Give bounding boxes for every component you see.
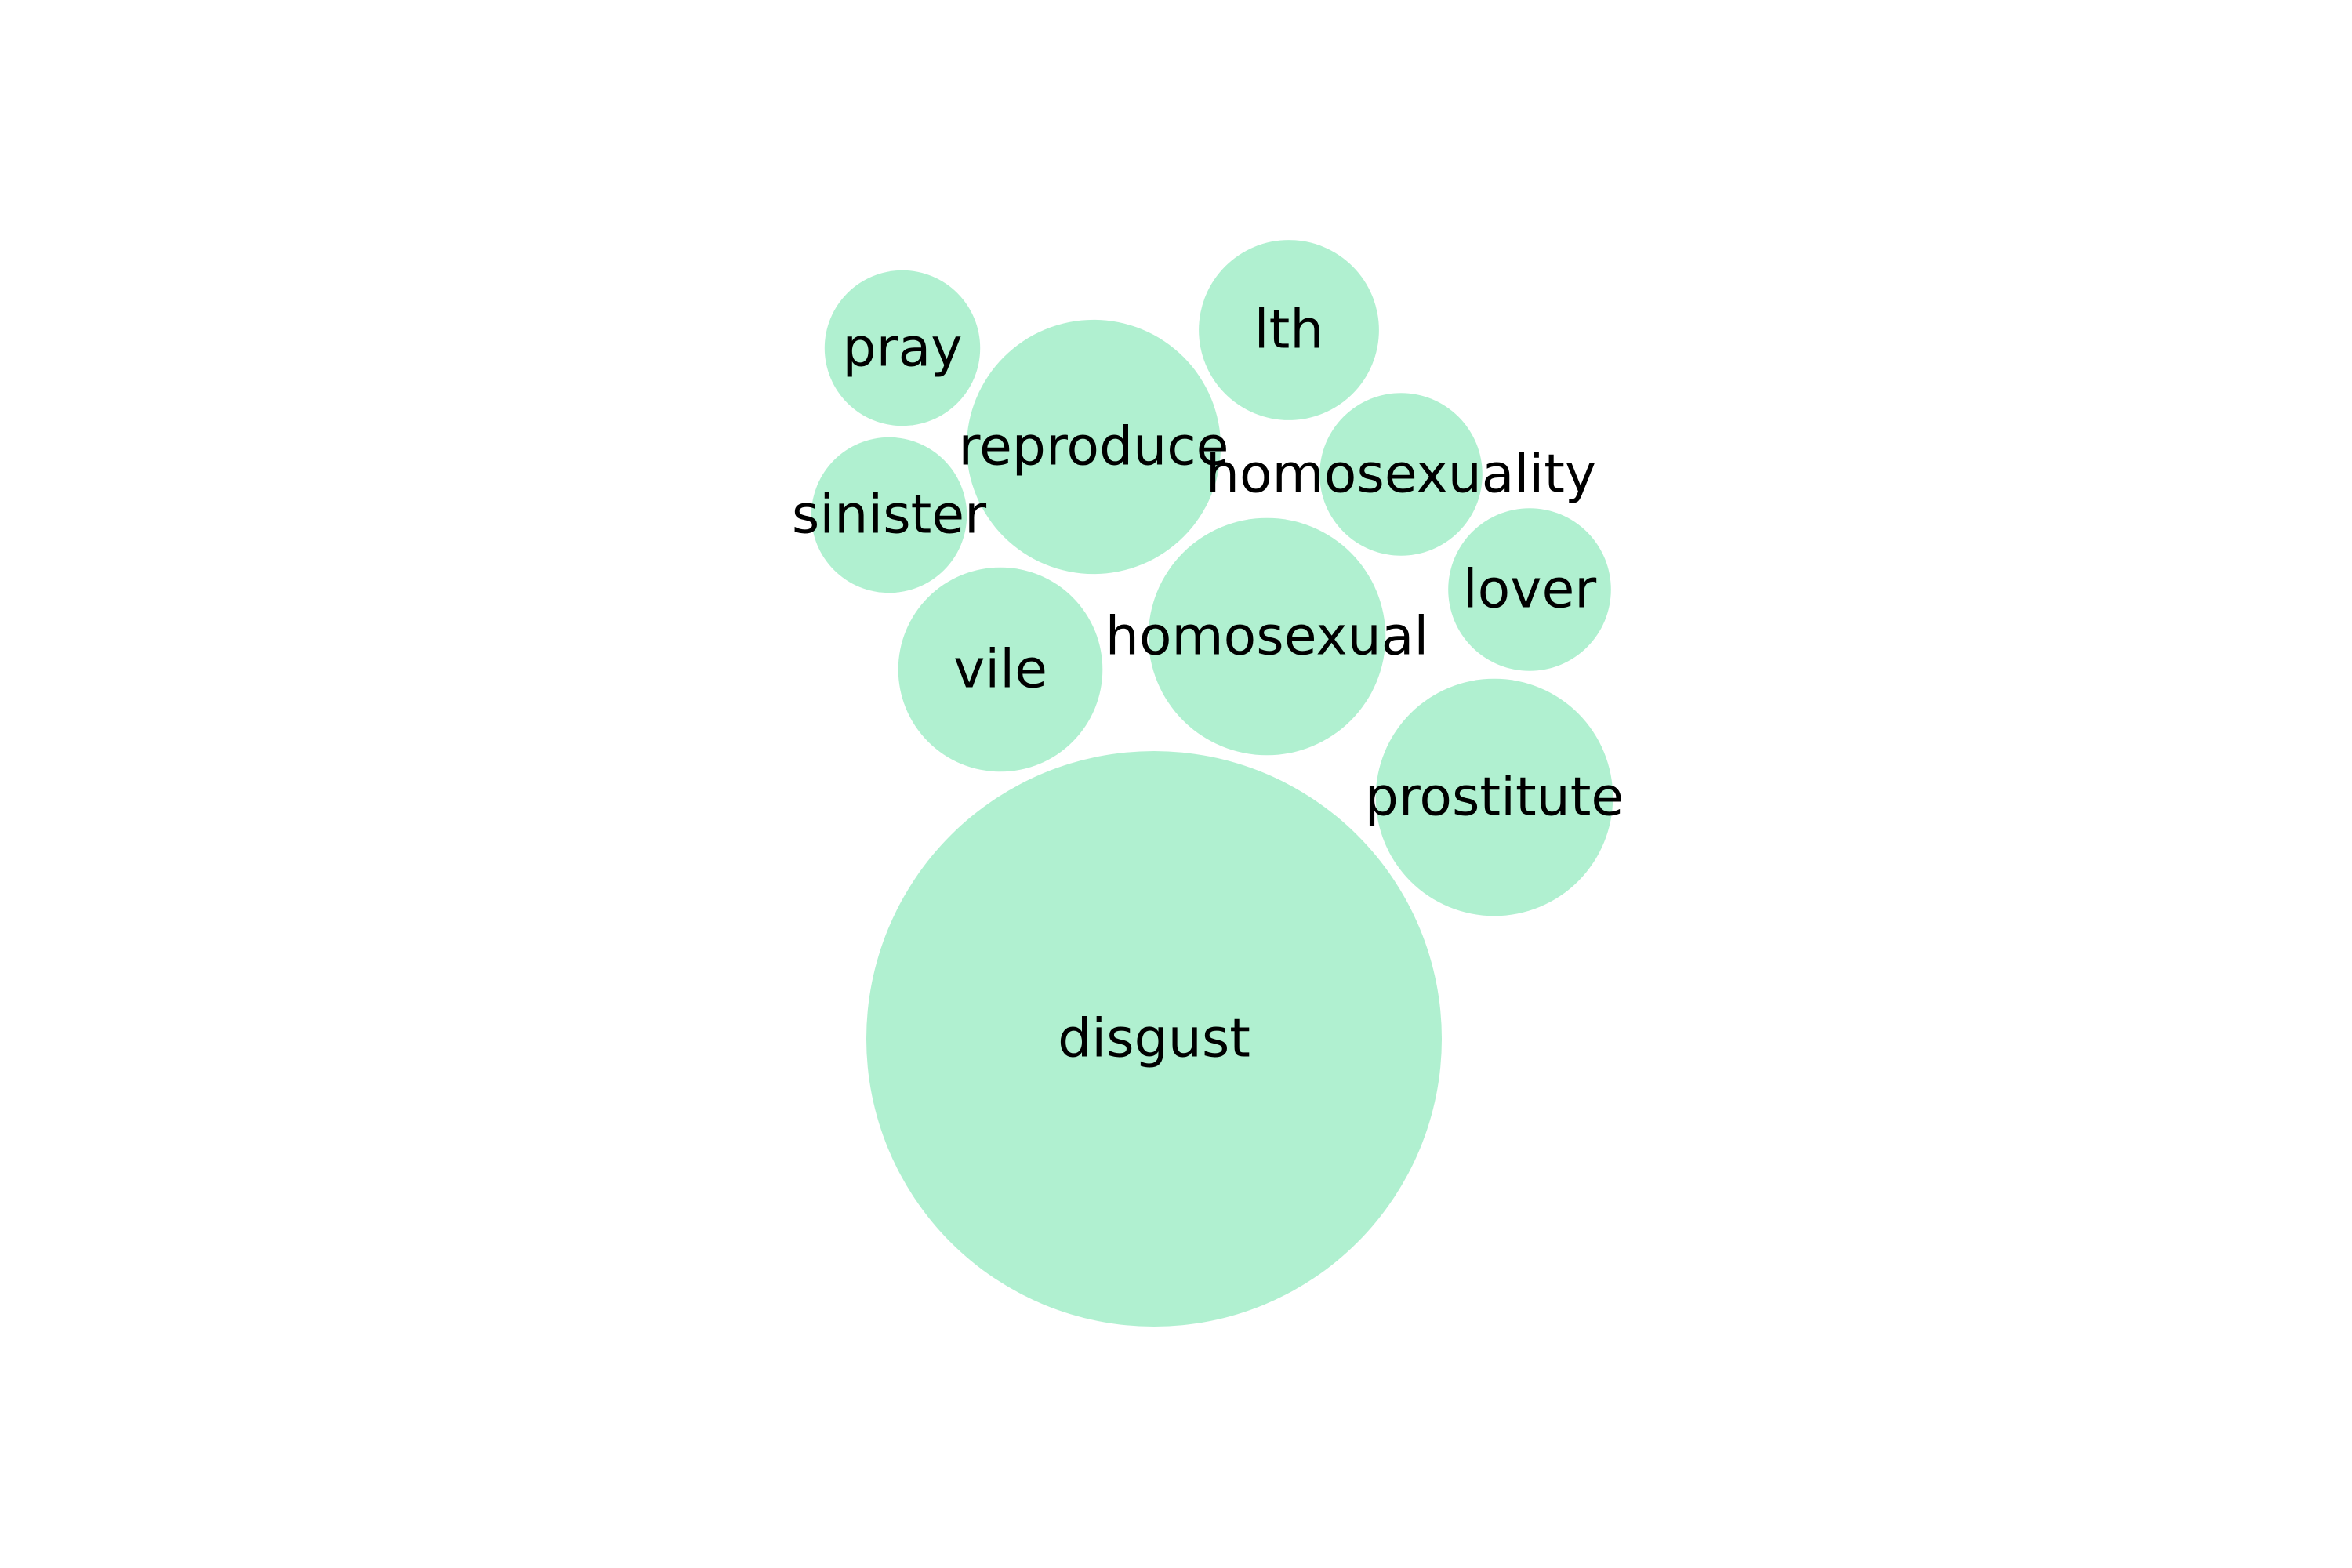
bubble-lth (1199, 240, 1379, 420)
bubble-label-disgust: disgust (1058, 1008, 1250, 1070)
bubble-label-vile: vile (953, 639, 1047, 701)
bubble-reproduce (966, 319, 1221, 575)
label-group: disgust homosexual prostitute reproduce vile… (792, 299, 1624, 1070)
bubble-homosexuality (1319, 393, 1483, 556)
bubble-label-sinister: sinister (792, 485, 986, 546)
bubble-lover (1448, 508, 1611, 671)
bubble-homosexual (1148, 517, 1386, 756)
bubble-pray (824, 270, 981, 426)
bubble-sinister (811, 437, 967, 593)
bubble-label-homosexuality: homosexuality (1206, 444, 1596, 506)
bubble-label-prostitute: prostitute (1365, 767, 1624, 829)
bubble-label-lover: lover (1463, 559, 1597, 621)
bubble-prostitute (1375, 678, 1613, 916)
bubble-label-lth: lth (1254, 299, 1324, 361)
bubble-group (811, 240, 1613, 1327)
bubble-label-pray: pray (842, 318, 962, 379)
bubble-vile (898, 567, 1103, 772)
bubble-label-reproduce: reproduce (958, 416, 1229, 478)
bubble-label-homosexual: homosexual (1105, 606, 1429, 668)
bubble-disgust (866, 751, 1442, 1327)
